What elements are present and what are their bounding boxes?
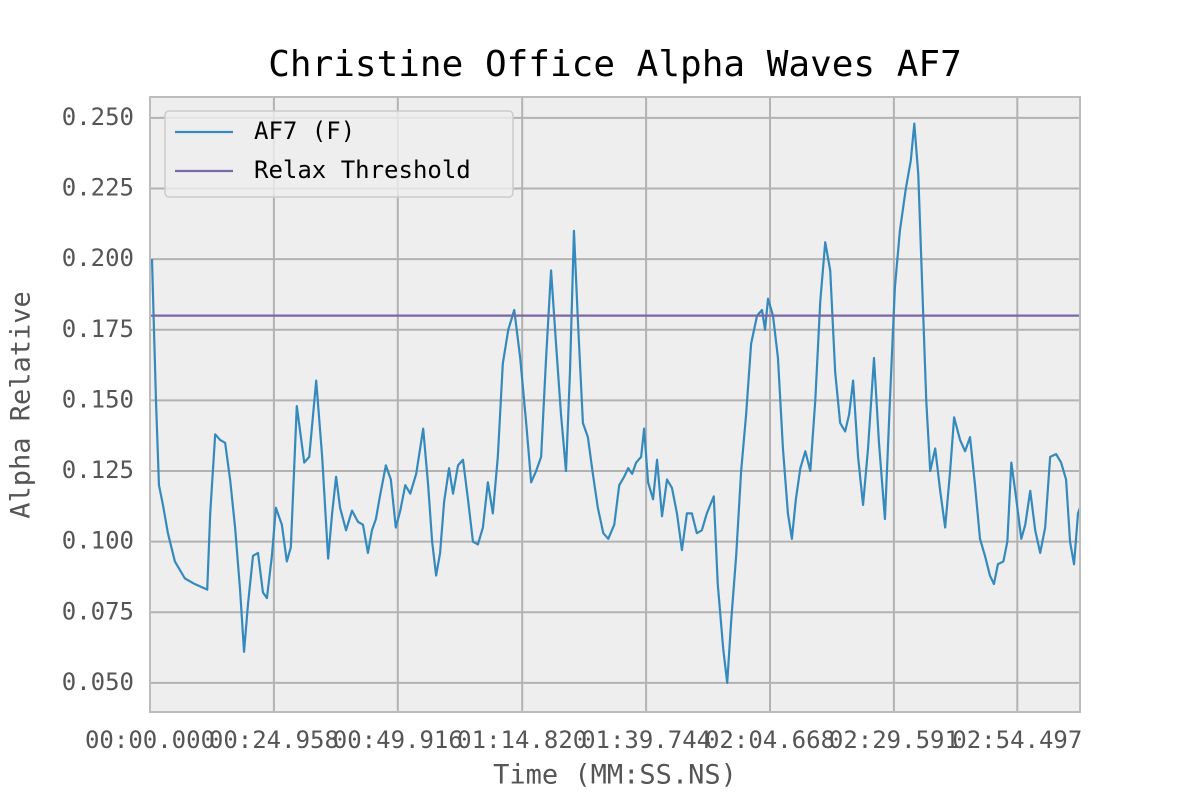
y-tick-label: 0.075 (62, 597, 134, 625)
x-tick-label: 01:14.820 (457, 726, 587, 754)
y-tick-label: 0.175 (62, 315, 134, 343)
plot-frame (149, 96, 1081, 713)
y-tick-label: 0.125 (62, 456, 134, 484)
y-tick-label: 0.100 (62, 527, 134, 555)
x-tick-label: 00:49.916 (333, 726, 463, 754)
data-line (150, 122, 1082, 684)
plot-background (150, 97, 1080, 712)
x-tick-label: 00:00.000 (85, 726, 215, 754)
x-tick-label: 00:24.958 (209, 726, 339, 754)
x-tick-label: 01:39.744 (581, 726, 711, 754)
y-axis-label: Alpha Relative (6, 291, 37, 519)
legend-box (164, 110, 514, 198)
x-tick-label: 02:54.497 (952, 726, 1082, 754)
x-tick-label: 02:29.591 (829, 726, 959, 754)
y-tick-label: 0.200 (62, 244, 134, 272)
legend-label: Relax Threshold (254, 156, 471, 184)
y-tick-label: 0.050 (62, 668, 134, 696)
y-tick-label: 0.250 (62, 103, 134, 131)
x-axis-label: Time (MM:SS.NS) (493, 760, 737, 791)
legend-label: AF7 (F) (254, 117, 355, 145)
y-tick-label: 0.150 (62, 385, 134, 413)
chart-title: Christine Office Alpha Waves AF7 (268, 44, 962, 85)
x-tick-label: 02:04.668 (705, 726, 835, 754)
y-tick-label: 0.225 (62, 174, 134, 202)
